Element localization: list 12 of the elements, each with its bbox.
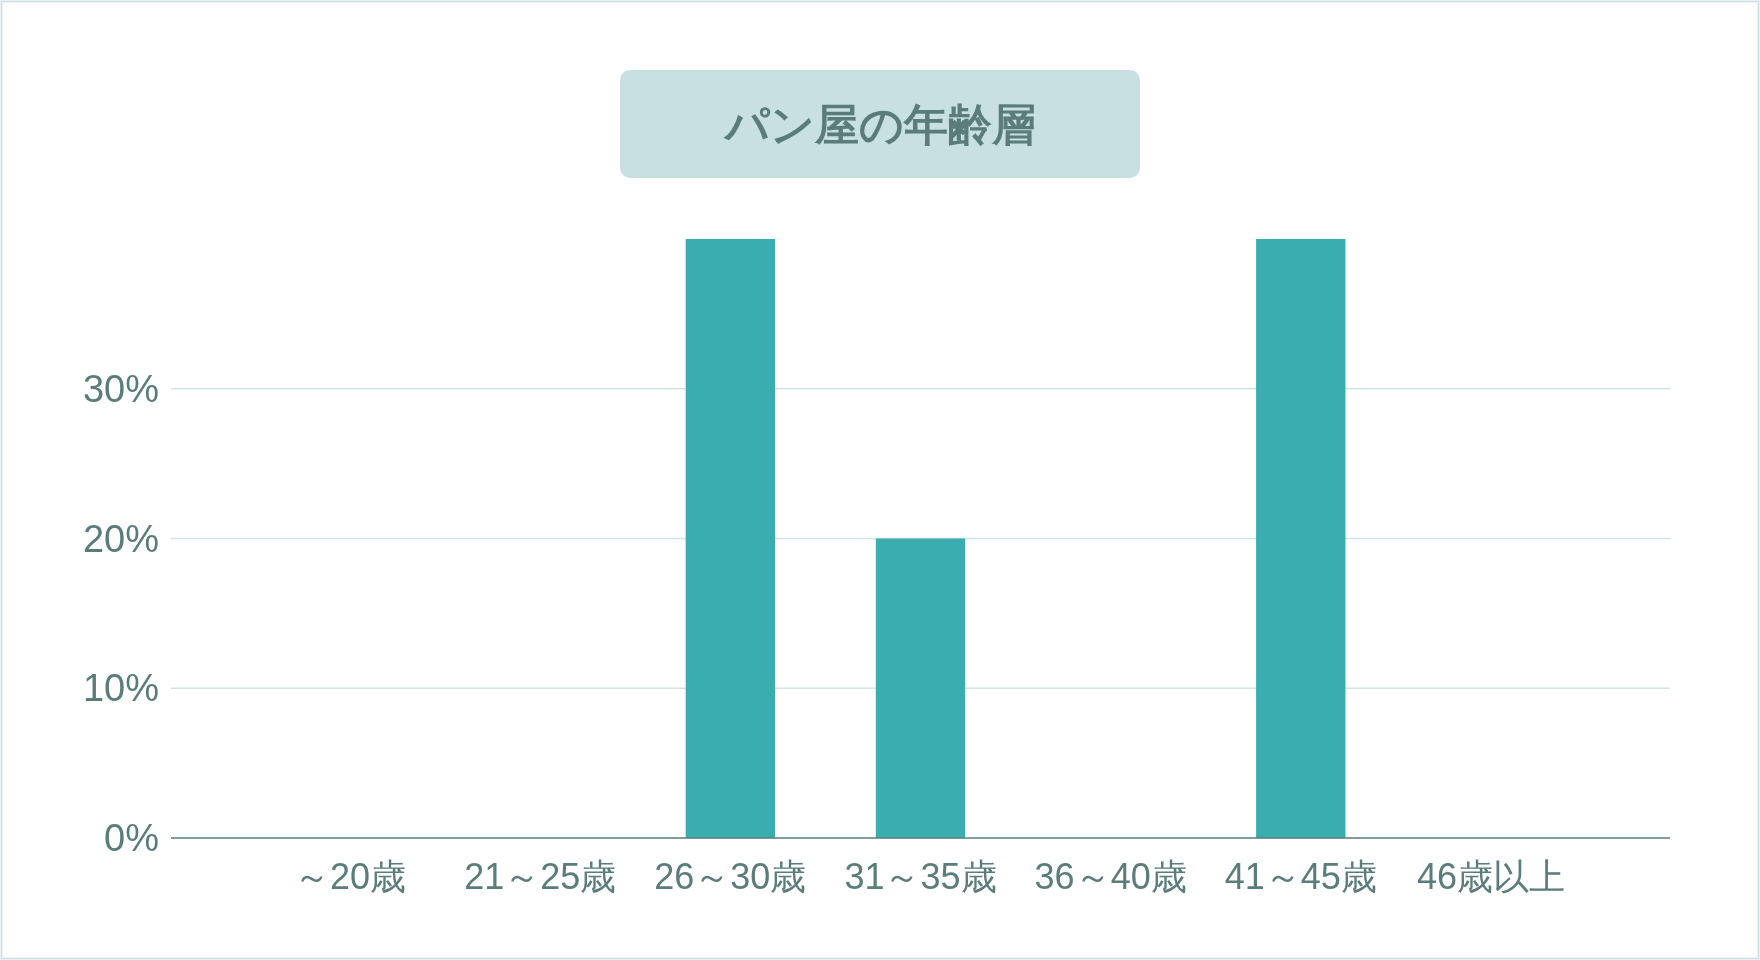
y-tick-label: 20% — [82, 517, 159, 560]
chart-title: パン屋の年齢層 — [722, 100, 1036, 149]
x-tick-label: 46歳以上 — [1416, 856, 1565, 897]
x-tick-label: 21～25歳 — [464, 856, 617, 897]
x-tick-label: 26～30歳 — [654, 856, 807, 897]
x-tick-label: 31～35歳 — [844, 856, 997, 897]
x-tick-label: 36～40歳 — [1034, 856, 1187, 897]
x-tick-label: 41～45歳 — [1224, 856, 1377, 897]
y-tick-label: 10% — [82, 667, 159, 710]
x-tick-label: ～20歳 — [294, 856, 407, 897]
y-tick-label: 30% — [82, 367, 159, 410]
y-tick-label: 0% — [104, 817, 159, 859]
